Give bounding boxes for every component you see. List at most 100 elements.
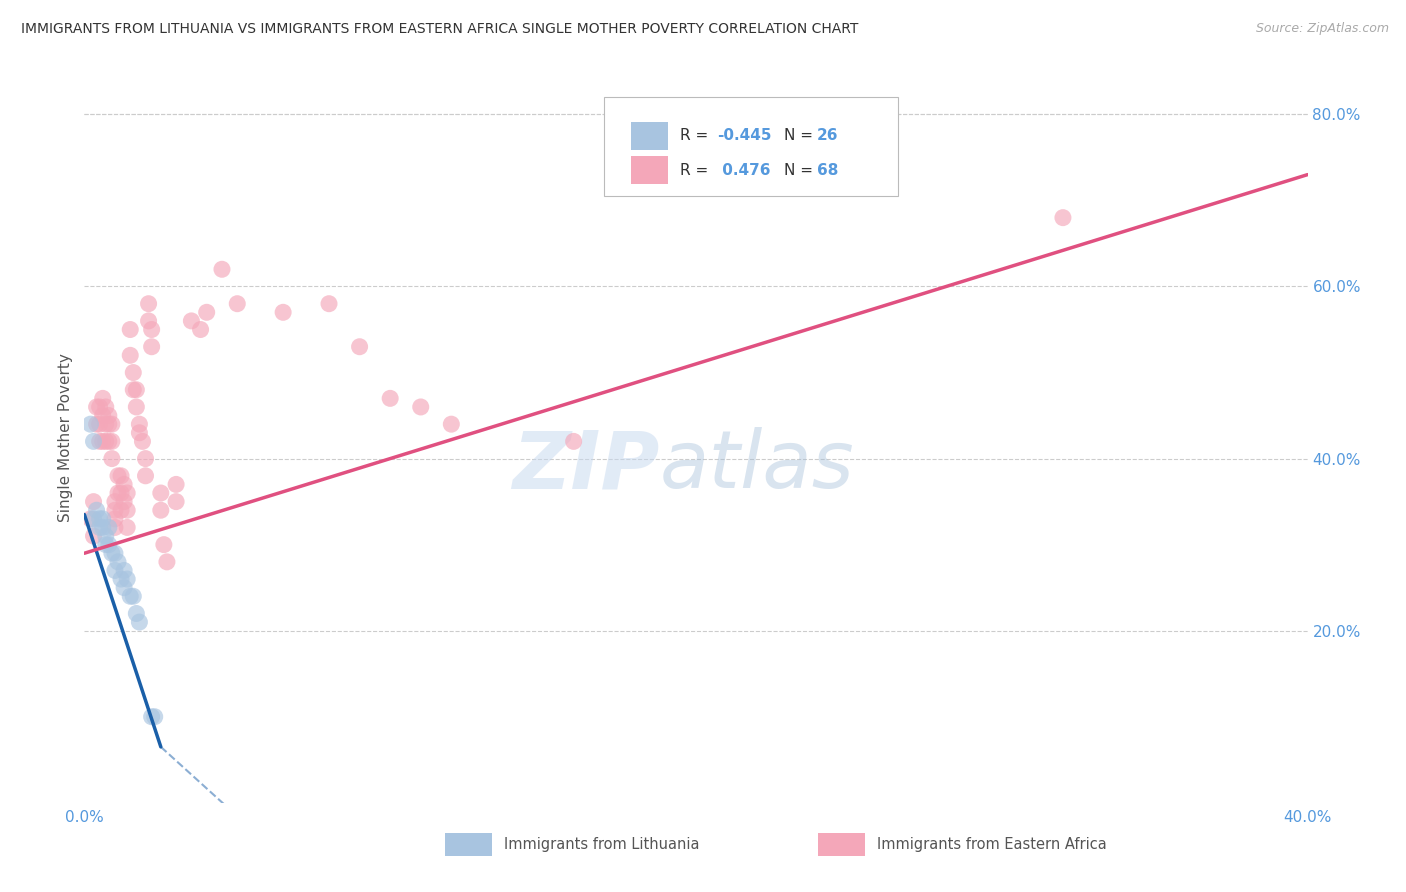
Bar (818, 833, 865, 856)
Point (112, 564, 135, 578)
Text: N =: N = (785, 162, 818, 178)
Point (101, 434, 124, 449)
Point (153, 538, 176, 552)
Point (97, 520, 120, 534)
Point (101, 417, 124, 432)
Point (122, 383, 145, 397)
Point (107, 468, 129, 483)
Point (141, 340, 163, 354)
Point (107, 486, 129, 500)
Text: IMMIGRANTS FROM LITHUANIA VS IMMIGRANTS FROM EASTERN AFRICA SINGLE MOTHER POVERT: IMMIGRANTS FROM LITHUANIA VS IMMIGRANTS … (21, 22, 859, 37)
Point (94, 538, 117, 552)
Point (141, 322, 163, 336)
Point (128, 615, 150, 629)
Text: Source: ZipAtlas.com: Source: ZipAtlas.com (1256, 22, 1389, 36)
Point (107, 555, 129, 569)
Point (165, 477, 187, 491)
Point (86, 417, 108, 432)
Point (271, 305, 294, 319)
Bar (631, 122, 668, 150)
Point (89, 520, 111, 534)
Point (104, 546, 127, 560)
Point (120, 322, 142, 336)
Text: R =: R = (681, 162, 713, 178)
Point (94, 417, 117, 432)
Point (141, 710, 163, 724)
Point (89, 400, 111, 414)
Point (149, 486, 172, 500)
Y-axis label: Single Mother Poverty: Single Mother Poverty (58, 352, 73, 522)
Text: R =: R = (681, 128, 713, 144)
Point (165, 494, 187, 508)
Point (110, 503, 132, 517)
Point (115, 572, 138, 586)
Point (110, 486, 132, 500)
Point (562, 434, 585, 449)
Point (79, 417, 101, 432)
Point (91, 409, 114, 423)
Point (440, 417, 463, 432)
Point (112, 581, 135, 595)
Point (112, 477, 135, 491)
Point (318, 296, 340, 310)
Text: 26: 26 (817, 128, 838, 144)
Point (101, 546, 124, 560)
Point (195, 305, 218, 319)
Point (104, 503, 127, 517)
Point (115, 503, 138, 517)
Point (97, 417, 120, 432)
Point (79, 512, 101, 526)
Point (89, 512, 111, 526)
Point (125, 383, 148, 397)
Text: -0.445: -0.445 (717, 128, 772, 144)
Point (97, 434, 120, 449)
Point (101, 451, 124, 466)
Point (135, 468, 157, 483)
Point (97, 409, 120, 423)
Point (86, 400, 108, 414)
Point (94, 529, 117, 543)
Point (122, 589, 145, 603)
Point (94, 400, 117, 414)
Point (110, 572, 132, 586)
Point (91, 434, 114, 449)
Point (226, 296, 249, 310)
Point (104, 564, 127, 578)
Point (83, 529, 105, 543)
Point (97, 538, 120, 552)
Point (156, 555, 179, 569)
FancyBboxPatch shape (605, 97, 898, 195)
Text: ZIP: ZIP (512, 427, 659, 506)
Point (128, 417, 150, 432)
Point (211, 262, 233, 277)
Point (1052, 211, 1074, 225)
Point (138, 314, 160, 328)
Point (115, 486, 138, 500)
Point (89, 417, 111, 432)
Point (180, 314, 202, 328)
Bar (631, 156, 668, 184)
Point (149, 503, 172, 517)
Point (125, 400, 148, 414)
Point (190, 322, 212, 336)
Text: N =: N = (785, 128, 818, 144)
Point (89, 434, 111, 449)
Text: 68: 68 (817, 162, 838, 178)
Point (409, 400, 432, 414)
Point (91, 520, 114, 534)
Point (120, 348, 142, 362)
Point (110, 468, 132, 483)
Point (104, 520, 127, 534)
Point (115, 520, 138, 534)
Point (94, 434, 117, 449)
Point (120, 589, 142, 603)
Point (83, 494, 105, 508)
Text: atlas: atlas (659, 427, 853, 506)
Point (112, 494, 135, 508)
Point (83, 434, 105, 449)
Point (349, 340, 371, 354)
Point (91, 392, 114, 406)
Text: 0.476: 0.476 (717, 162, 770, 178)
Point (91, 512, 114, 526)
Point (104, 512, 127, 526)
